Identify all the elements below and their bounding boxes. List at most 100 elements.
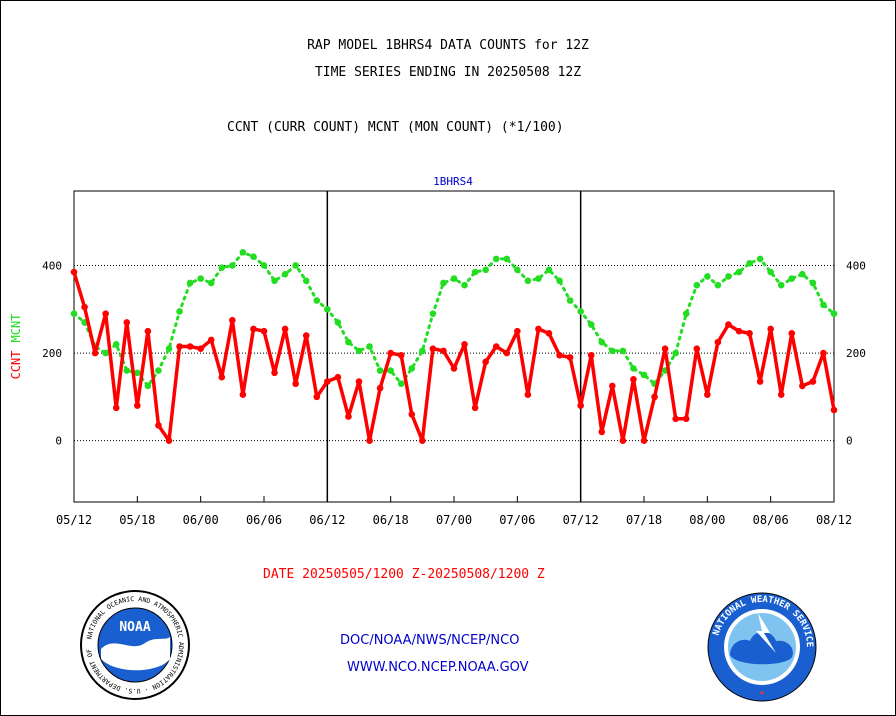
footer-url: WWW.NCO.NCEP.NOAA.GOV (347, 660, 529, 675)
nws-star-icon: ★ (759, 688, 765, 698)
data-point-mcnt (535, 275, 542, 282)
x-tick-label: 08/00 (689, 513, 725, 527)
data-point-mcnt (830, 310, 838, 317)
data-point-ccnt (492, 343, 500, 350)
data-point-ccnt (788, 330, 796, 337)
data-point-ccnt (556, 351, 563, 359)
data-point-mcnt (514, 266, 521, 274)
footer-org: DOC/NOAA/NWS/NCEP/NCO (340, 633, 520, 648)
data-point-mcnt (735, 268, 743, 276)
data-point-ccnt (503, 349, 511, 357)
data-point-mcnt (229, 262, 236, 269)
data-point-mcnt (809, 279, 817, 287)
data-point-ccnt (197, 345, 204, 352)
x-tick-label: 06/00 (183, 513, 219, 527)
x-tick-label: 07/00 (436, 513, 472, 527)
data-point-ccnt (545, 330, 553, 337)
data-point-ccnt (609, 382, 616, 390)
data-point-mcnt (788, 275, 796, 282)
chart-title-line2: TIME SERIES ENDING IN 20250508 12Z (314, 65, 582, 80)
data-point-mcnt (471, 268, 479, 276)
data-point-ccnt (123, 319, 131, 326)
data-point-mcnt (70, 310, 78, 317)
data-point-ccnt (102, 310, 109, 317)
panel-label: 1BHRS4 (433, 175, 473, 188)
data-point-mcnt (746, 259, 753, 267)
y-tick-label-left: 400 (42, 259, 62, 272)
data-point-mcnt (767, 268, 774, 276)
data-point-ccnt (809, 378, 817, 385)
x-tick-label: 06/18 (373, 513, 409, 527)
data-point-mcnt (756, 255, 764, 263)
data-point-ccnt (376, 384, 384, 392)
data-point-ccnt (461, 341, 468, 348)
data-point-mcnt (640, 371, 648, 379)
data-point-mcnt (176, 308, 183, 315)
y-tick-label-right: 400 (846, 259, 866, 272)
data-point-mcnt (524, 277, 532, 285)
data-point-mcnt (155, 367, 162, 374)
data-point-mcnt (682, 310, 690, 317)
y-tick-label-right: 200 (846, 347, 866, 360)
data-point-ccnt (693, 345, 701, 352)
data-point-mcnt (250, 253, 257, 261)
data-point-ccnt (334, 373, 342, 381)
data-point-ccnt (176, 343, 183, 350)
data-point-ccnt (292, 380, 299, 388)
data-point-ccnt (81, 303, 88, 311)
data-point-mcnt (556, 277, 563, 285)
y-axis-label-ccnt: CCNT (9, 351, 23, 380)
data-point-mcnt (186, 279, 194, 287)
data-point-mcnt (545, 266, 553, 274)
chart-svg: 1BHRS4 CCNT MCNT 05/12 05/18 06/00 06/06 06/1… (9, 175, 866, 527)
data-point-mcnt (482, 266, 489, 274)
data-point-ccnt (229, 316, 236, 324)
data-point-ccnt (566, 354, 574, 361)
data-point-mcnt (302, 277, 310, 285)
data-point-mcnt (271, 277, 278, 285)
y-tick-label-right: 0 (846, 435, 853, 448)
series-group (70, 249, 838, 444)
data-point-mcnt (619, 347, 627, 355)
data-point-ccnt (165, 437, 173, 444)
x-tick-label: 05/18 (119, 513, 155, 527)
data-point-mcnt (355, 347, 363, 355)
data-point-mcnt (777, 281, 785, 289)
nws-logo: NATIONAL WEATHER SERVICE ★ (707, 592, 817, 702)
data-point-ccnt (355, 378, 363, 385)
data-point-ccnt (577, 402, 584, 409)
data-point-mcnt (799, 270, 806, 278)
chart-title-line3: CCNT (CURR COUNT) MCNT (MON COUNT) (*1/1… (227, 120, 564, 135)
data-point-ccnt (640, 437, 648, 444)
data-point-ccnt (218, 373, 226, 381)
data-point-mcnt (197, 275, 204, 282)
data-point-ccnt (207, 336, 215, 344)
data-point-mcnt (587, 321, 595, 328)
y-axis-label-group: CCNT MCNT (9, 314, 23, 380)
x-tick-label: 07/12 (563, 513, 599, 527)
data-point-ccnt (302, 332, 310, 339)
data-point-mcnt (281, 270, 289, 278)
data-point-ccnt (345, 413, 352, 420)
data-point-mcnt (144, 382, 152, 390)
grid-group (74, 264, 834, 442)
x-tick-label: 07/18 (626, 513, 662, 527)
data-point-mcnt (376, 367, 384, 374)
data-point-mcnt (239, 249, 247, 256)
x-tick-label: 05/12 (56, 513, 92, 527)
data-point-ccnt (587, 351, 595, 359)
date-range-label: DATE 20250505/1200 Z-20250508/1200 Z (263, 567, 545, 582)
data-point-mcnt (566, 297, 574, 304)
data-point-ccnt (271, 369, 278, 377)
x-tick-label: 08/12 (816, 513, 852, 527)
data-point-mcnt (134, 369, 141, 377)
x-tick-label: 06/12 (309, 513, 345, 527)
data-point-mcnt (503, 255, 511, 263)
data-point-mcnt (429, 310, 437, 317)
data-point-mcnt (324, 305, 331, 313)
y-tick-label-left: 200 (42, 347, 62, 360)
x-tick-label: 08/06 (753, 513, 789, 527)
data-point-ccnt (144, 327, 152, 335)
data-point-ccnt (440, 347, 447, 355)
data-point-mcnt (102, 349, 109, 357)
